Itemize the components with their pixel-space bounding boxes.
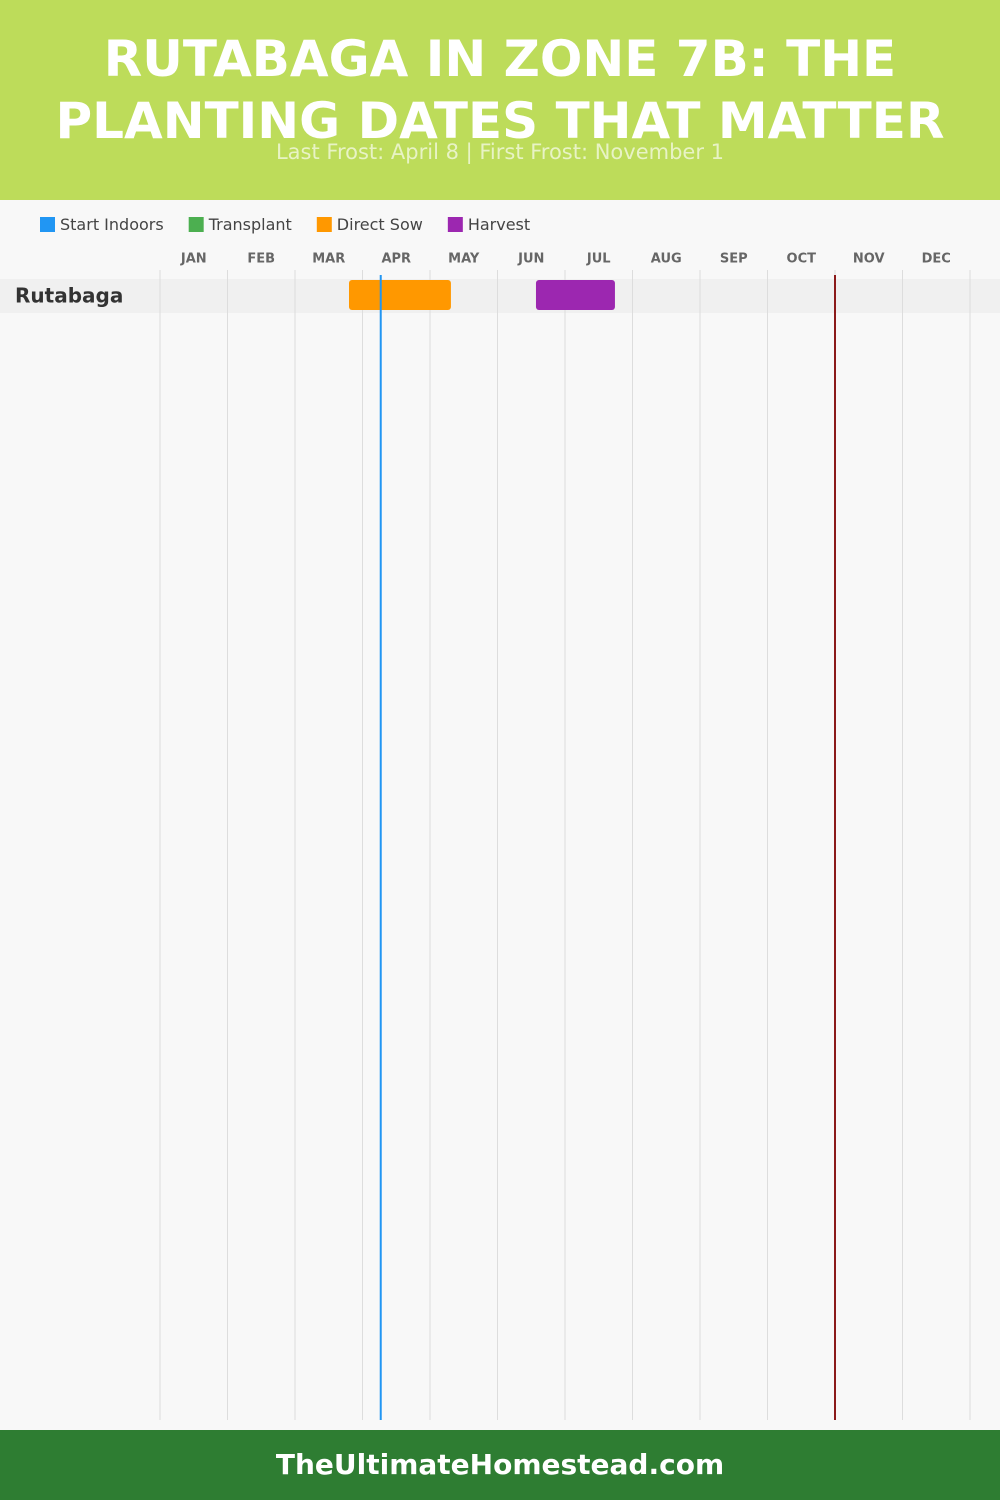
- x-tick-label: SEP: [720, 252, 748, 267]
- x-tick-label: APR: [381, 252, 411, 267]
- row-band: [0, 279, 1000, 313]
- legend-swatch: [316, 217, 332, 232]
- x-tick-label: JUL: [586, 252, 611, 267]
- footer: TheUltimateHomestead.com: [0, 1430, 1000, 1500]
- legend-label: Start Indoors: [60, 215, 164, 234]
- header: RUTABAGA IN ZONE 7B: THE PLANTING DATES …: [0, 0, 1000, 200]
- bar: [349, 280, 451, 310]
- x-tick-label: JUN: [517, 252, 544, 267]
- footer-text: TheUltimateHomestead.com: [275, 1448, 725, 1481]
- chart-title: RUTABAGA IN ZONE 7B: THE PLANTING DATES …: [55, 30, 945, 150]
- legend-label: Harvest: [468, 215, 530, 234]
- x-tick-label: FEB: [247, 252, 275, 267]
- x-tick-label: NOV: [853, 252, 885, 267]
- legend-swatch: [447, 217, 463, 232]
- x-tick-label: OCT: [787, 252, 817, 267]
- legend-swatch: [40, 217, 55, 232]
- row-label: Rutabaga: [15, 284, 123, 308]
- x-tick-label: JAN: [180, 252, 207, 267]
- chart: Start Indoors Transplant Direct Sow Harvest…: [0, 215, 1000, 1420]
- x-tick-label: DEC: [922, 252, 951, 267]
- chart-subtitle: Last Frost: April 8 | First Frost: Novem…: [275, 140, 725, 164]
- bar: [535, 280, 615, 310]
- legend-label: Direct Sow: [337, 215, 423, 234]
- legend-label: Transplant: [208, 215, 292, 234]
- x-tick-label: MAR: [312, 252, 345, 267]
- x-tick-label: MAY: [448, 252, 480, 267]
- legend-swatch: [188, 217, 204, 232]
- x-tick-label: AUG: [651, 252, 682, 267]
